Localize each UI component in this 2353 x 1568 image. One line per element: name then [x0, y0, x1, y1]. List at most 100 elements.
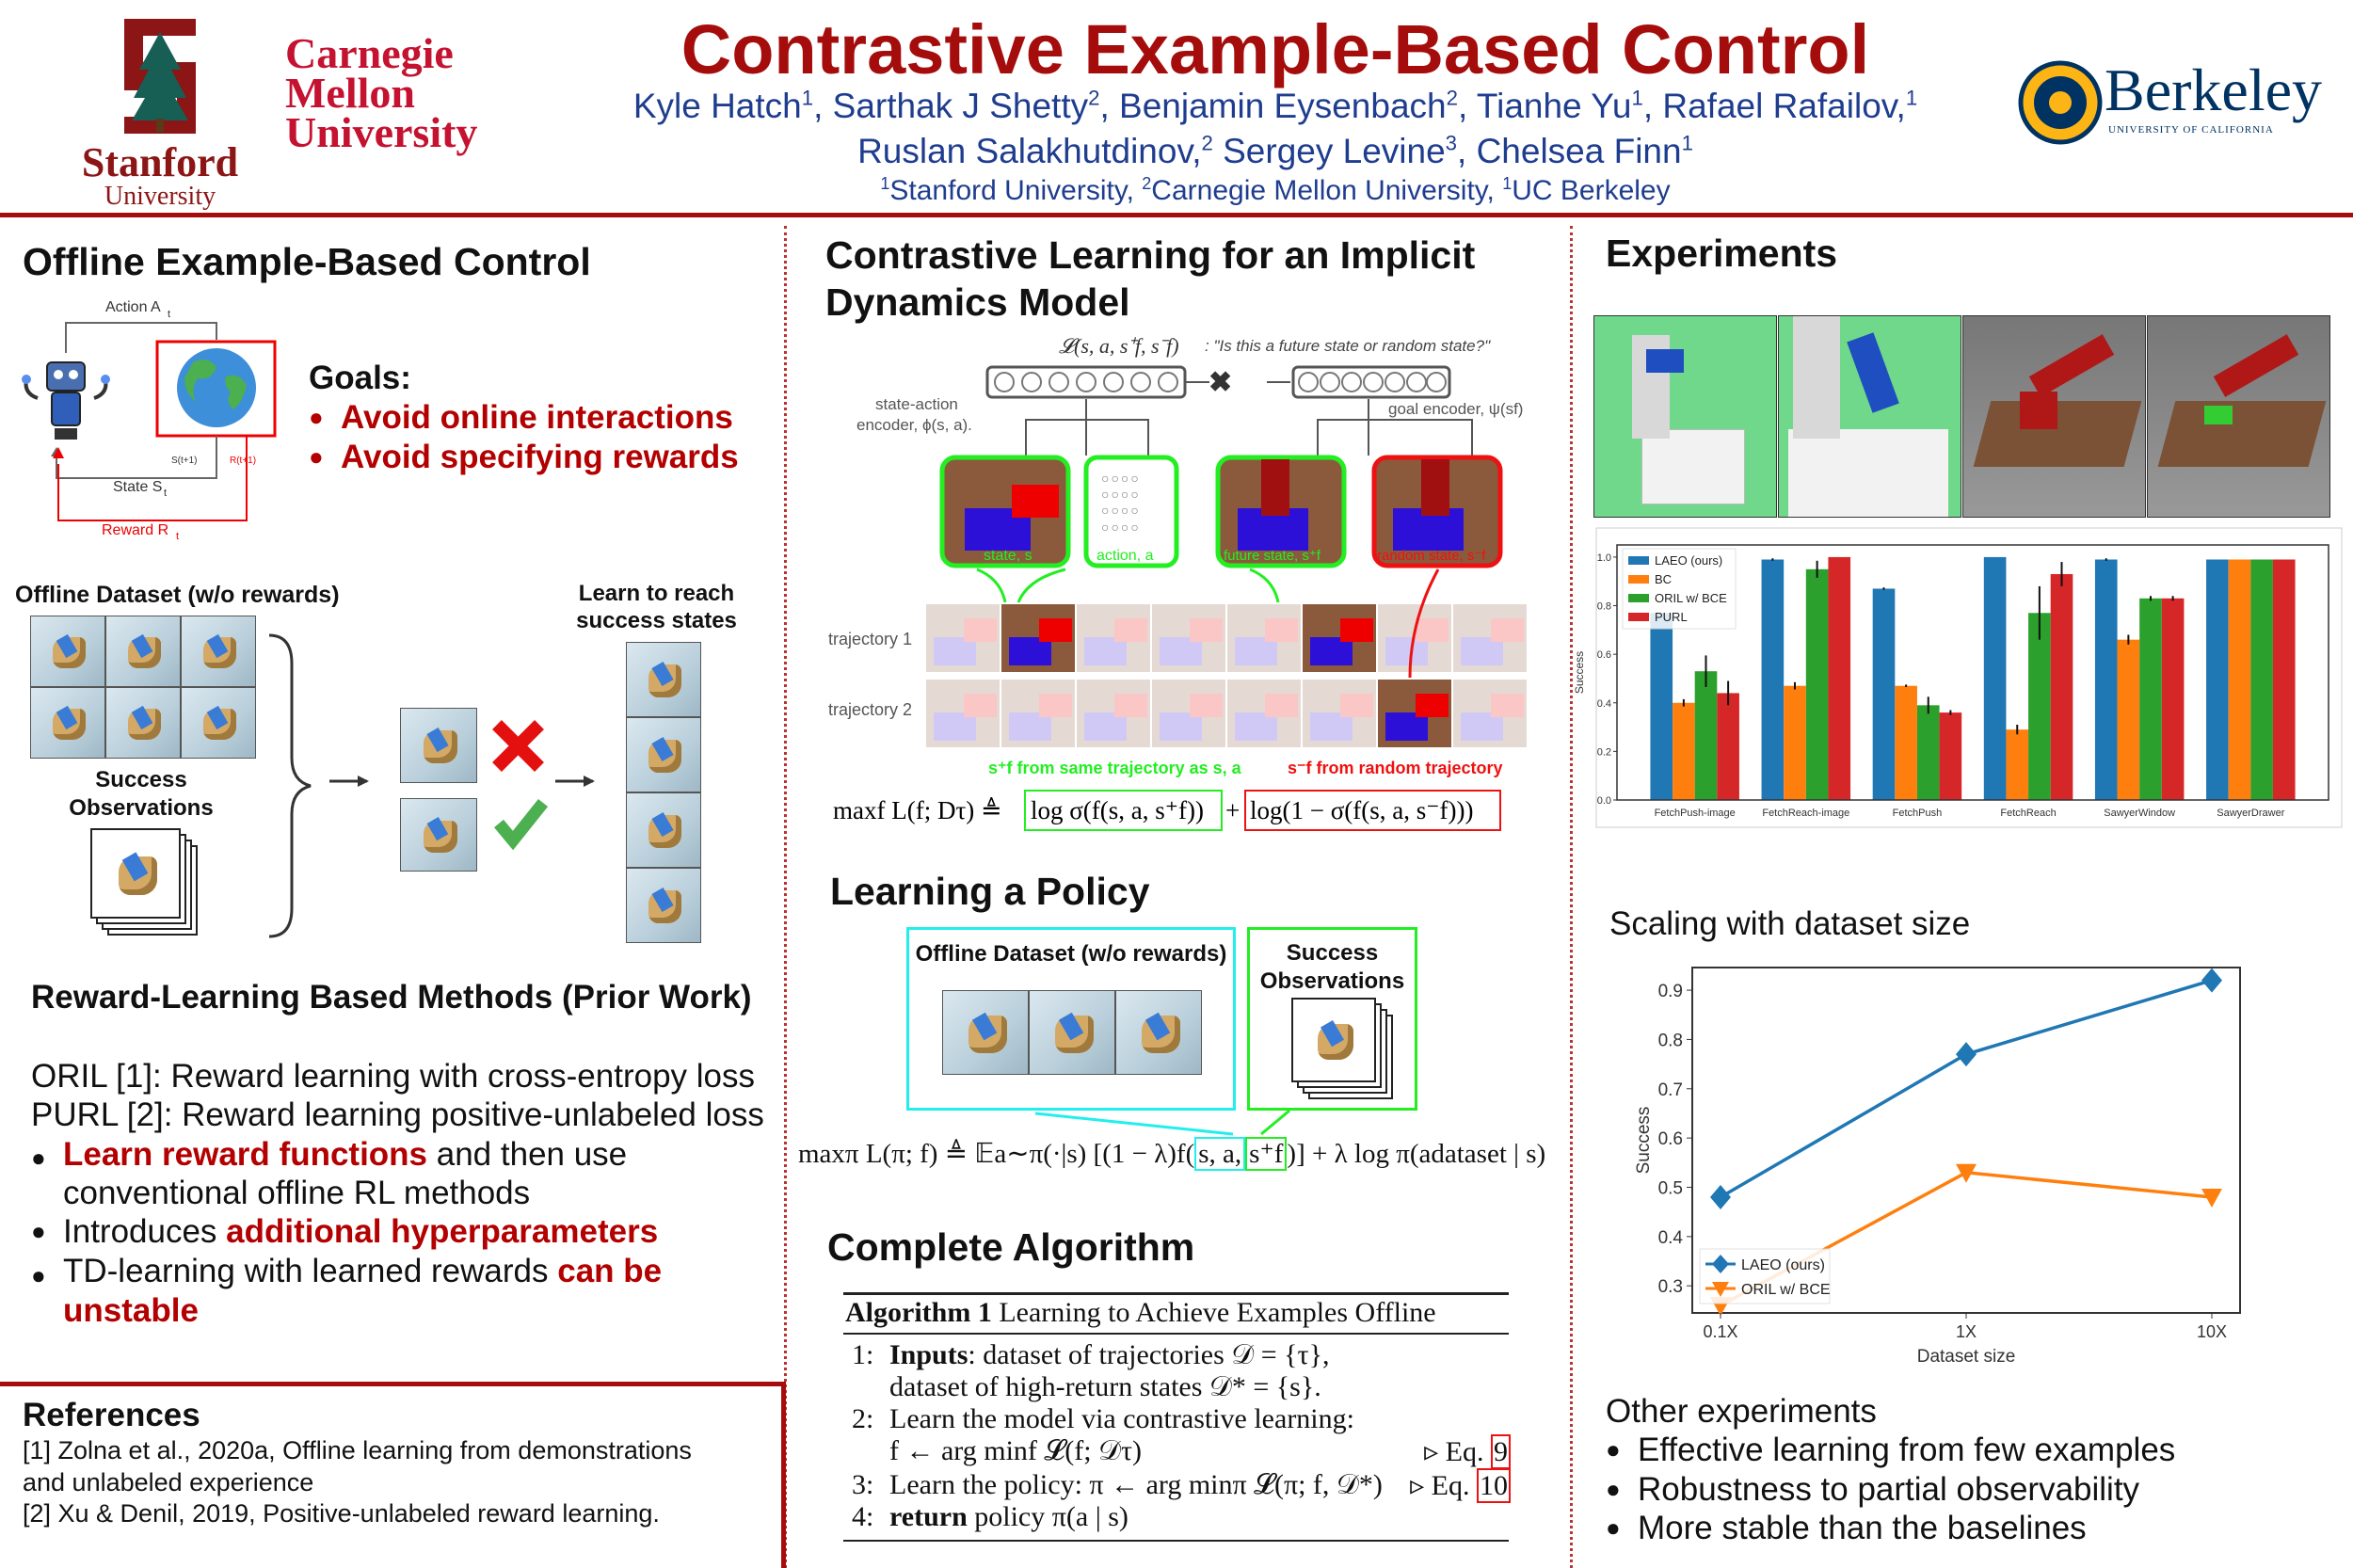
step-number: 2:: [852, 1403, 874, 1434]
env-image-sawyer-window: [1962, 315, 2146, 518]
policy-success-label: Success Observations: [1250, 939, 1415, 996]
cmu-line-1: Carnegie: [285, 29, 454, 77]
berkeley-logo: Berkeley UNIVERSITY OF CALIFORNIA: [2018, 60, 2322, 154]
author-name: Sergey Levine: [1223, 132, 1446, 170]
candidate-image-success: [400, 798, 477, 872]
label-line: Success: [1286, 940, 1379, 966]
author-affiliation-number: 1: [1681, 131, 1693, 155]
algo-rule-bottom: [843, 1540, 1509, 1542]
state-image: state, s: [939, 455, 1071, 568]
y-tick-label: 0.8: [1658, 1031, 1683, 1050]
legend-marker: [1712, 1255, 1729, 1273]
y-tick-label: 0.5: [1658, 1178, 1683, 1198]
author-name: Benjamin Eysenbach: [1119, 87, 1447, 125]
trajectory-frame-highlighted: [1303, 604, 1376, 672]
y-tick-label: 0.9: [1658, 982, 1683, 1001]
trajectory-frame: [1303, 680, 1376, 747]
step-text: f ← arg minf 𝓛(f; 𝒟τ): [889, 1435, 1143, 1466]
trajectory-frame: [1152, 680, 1225, 747]
sa-encoder-label: state-action: [875, 395, 958, 413]
x-tick-label: SawyerWindow: [2104, 808, 2175, 819]
plot-area: [1616, 544, 2329, 801]
prior-bullet: TD-learning with learned rewards can be …: [31, 1252, 662, 1331]
author-name: Rafael Rafailov,: [1662, 87, 1906, 125]
legend-label: PURL: [1655, 610, 1688, 624]
action-subscript: t: [168, 309, 170, 320]
x-tick-label: FetchPush: [1893, 808, 1943, 819]
bar: [2139, 598, 2162, 800]
legend: LAEO (ours) ORIL w/ BCE: [1699, 1248, 1831, 1304]
bar: [2250, 559, 2273, 800]
x-tick-label: FetchReach: [2000, 808, 2056, 819]
dataset-image: [181, 687, 256, 759]
caption-negative: s⁻f from random trajectory: [1288, 759, 1503, 777]
random-state-image: random state, s⁻f: [1371, 455, 1503, 568]
y-axis-label: Success: [1573, 651, 1586, 694]
author-name: Sarthak J Shetty: [832, 87, 1089, 125]
author-affiliation-number: 2: [1088, 86, 1100, 110]
algorithm-step: 2: Learn the model via contrastive learni…: [852, 1403, 1511, 1435]
column-divider-1: [784, 226, 787, 1568]
trajectory-frame: [1001, 680, 1075, 747]
svg-text:○○○○: ○○○○: [1101, 471, 1141, 486]
section-title-offline: Offline Example-Based Control: [23, 240, 591, 283]
prior-line-purl: PURL [2]: Reward learning positive-unlab…: [31, 1096, 764, 1133]
goal-encoder-label: goal encoder, ψ(sf): [1388, 400, 1523, 418]
equation-reference: ▹ Eq. 9: [1424, 1434, 1511, 1469]
step-number: 3:: [852, 1469, 874, 1500]
algorithm-step: dataset of high-return states 𝒟* = {s}.: [852, 1371, 1511, 1403]
legend-label: ORIL w/ BCE: [1741, 1282, 1831, 1298]
other-experiments-title: Other experiments: [1606, 1393, 1877, 1430]
trajectory-frame: [1453, 680, 1527, 747]
author-separator: ,: [1099, 87, 1120, 125]
caption-positive: s⁺f from same trajectory as s, a: [988, 759, 1242, 777]
y-tick-label: 0.6: [1597, 649, 1611, 661]
bar: [1650, 613, 1673, 800]
success-observations-label: Success Observations: [47, 766, 235, 823]
bullet-text: TD-learning with learned rewards: [63, 1253, 558, 1289]
step-text: Learn the model via contrastive learning…: [889, 1403, 1354, 1434]
eq-link[interactable]: 10: [1477, 1468, 1511, 1503]
trajectory-frame: [1152, 604, 1225, 672]
sa-encoder-label: encoder, ϕ(s, a).: [856, 416, 972, 434]
label-line: Observations: [1259, 968, 1405, 994]
y-tick-label: 0.4: [1658, 1228, 1684, 1248]
action-label: Action A: [105, 299, 161, 315]
algorithm-step: 1: Inputs: dataset of trajectories 𝒟 = {τ…: [852, 1339, 1511, 1371]
policy-eq-part: maxπ L(π; f) ≜ 𝔼a∼π(·|s) [(1 − λ)f(: [798, 1139, 1195, 1169]
y-tick-label: 0.3: [1658, 1277, 1683, 1297]
state-label: State S: [113, 479, 162, 495]
stanford-university-text: University: [104, 182, 216, 211]
y-tick-label: 0.0: [1597, 795, 1611, 807]
legend-swatch: [1628, 613, 1649, 621]
author-affiliation-number: 2: [1201, 131, 1213, 155]
bar: [1673, 702, 1695, 800]
trajectory-frame: [1077, 604, 1150, 672]
algo-rule-top: [843, 1292, 1509, 1295]
step-keyword: return: [889, 1501, 968, 1532]
x-tick-label: 1X: [1956, 1322, 1977, 1341]
trajectory-frame: [926, 604, 1000, 672]
berkeley-seal-icon: [2018, 60, 2103, 145]
bar: [1828, 556, 1851, 800]
section-title-policy: Learning a Policy: [830, 870, 1150, 913]
berkeley-subtitle: UNIVERSITY OF CALIFORNIA: [2108, 124, 2274, 136]
y-tick-label: 0.6: [1658, 1129, 1683, 1149]
trajectory-frame: [926, 680, 1000, 747]
author-affiliation-number: 1: [1905, 86, 1918, 110]
heading-line: Dynamics Model: [825, 280, 1130, 324]
legend-label: ORIL w/ BCE: [1655, 591, 1727, 605]
r-next-label: R(t+1): [230, 456, 256, 466]
section-title-algorithm: Complete Algorithm: [827, 1225, 1195, 1269]
policy-dataset-image: [942, 990, 1029, 1075]
bar: [2206, 559, 2229, 800]
eq-link[interactable]: 9: [1491, 1434, 1511, 1469]
references-title: References: [23, 1397, 200, 1433]
authors-line-1: Kyle Hatch1, Sarthak J Shetty2, Benjamin…: [0, 87, 2353, 126]
section-title-prior-work: Reward-Learning Based Methods (Prior Wor…: [31, 979, 752, 1016]
scaling-title: Scaling with dataset size: [1609, 905, 1971, 942]
loss-question: : "Is this a future state or random stat…: [1205, 337, 1491, 355]
bar: [2050, 573, 2073, 800]
affiliation-number: 1: [880, 174, 890, 193]
step-text: dataset of high-return states 𝒟* = {s}.: [889, 1371, 1321, 1402]
